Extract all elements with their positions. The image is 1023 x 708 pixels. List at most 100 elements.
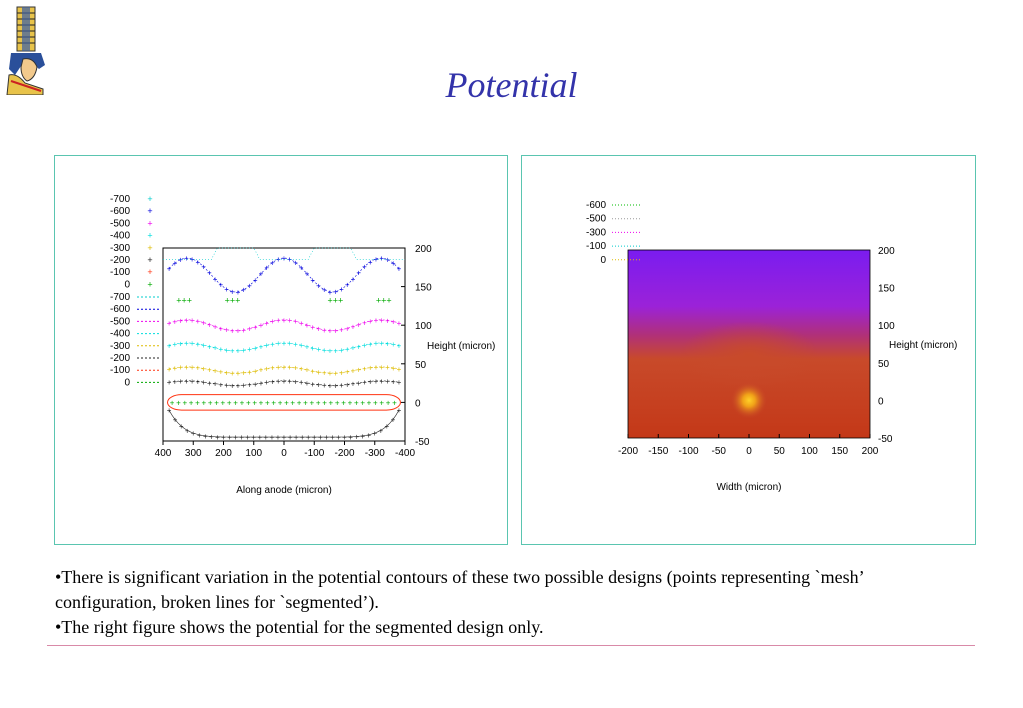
- mesh-point: +: [270, 317, 275, 326]
- mesh-point: +: [316, 325, 321, 334]
- mesh-point: +: [379, 377, 384, 386]
- mesh-point: +: [339, 285, 344, 294]
- mesh-point: +: [282, 433, 287, 442]
- mesh-point: +: [276, 316, 281, 325]
- mesh-point-0: +: [176, 398, 181, 407]
- mesh-point: +: [368, 377, 373, 386]
- mesh-point: +: [339, 369, 344, 378]
- contour-bottom: [168, 409, 400, 438]
- legend-label: 0: [600, 255, 606, 266]
- mesh-point: +: [197, 431, 202, 440]
- mesh-point: +: [351, 344, 356, 353]
- mesh-point: +: [374, 316, 379, 325]
- mesh-point: +: [299, 264, 304, 273]
- y-tick-label: 0: [415, 398, 421, 409]
- mesh-point: +: [167, 319, 172, 328]
- legend-mesh-label: -100: [110, 267, 130, 278]
- mesh-point: +: [333, 288, 338, 297]
- y-tick-label: 50: [878, 359, 890, 370]
- mesh-point: +: [178, 377, 183, 386]
- mesh-point: +: [339, 381, 344, 390]
- mesh-point-0: +: [170, 398, 175, 407]
- x-tick-label: -300: [365, 448, 385, 459]
- mesh-point: +: [236, 347, 241, 356]
- mesh-point: +: [316, 282, 321, 291]
- mesh-point: +: [328, 327, 333, 336]
- mesh-point: +: [328, 288, 333, 297]
- mesh-point: +: [288, 433, 293, 442]
- mesh-point: +: [312, 433, 317, 442]
- legend-mesh-label: -300: [110, 243, 130, 254]
- mesh-point: +: [348, 433, 353, 442]
- mesh-point: +: [356, 379, 361, 388]
- mesh-point: +: [282, 254, 287, 263]
- mesh-point: +: [333, 326, 338, 335]
- mesh-point: +: [385, 316, 390, 325]
- mesh-point: +: [333, 369, 338, 378]
- slide-title: Potential: [445, 65, 578, 105]
- heatmap-bump: [679, 321, 819, 390]
- mesh-point: +: [184, 339, 189, 348]
- mesh-point: +: [172, 259, 177, 268]
- mesh-point: +: [378, 426, 383, 435]
- legend-label: -100: [586, 241, 606, 252]
- mesh-point: +: [201, 378, 206, 387]
- x-tick-label: 0: [746, 446, 752, 457]
- x-tick-label: 150: [831, 446, 848, 457]
- mesh-point: +: [342, 433, 347, 442]
- mesh-point-0: +: [386, 398, 391, 407]
- electrode-marker: +++: [328, 295, 344, 305]
- legend-segmented-label: -500: [110, 316, 130, 327]
- mesh-point-0: +: [208, 398, 213, 407]
- mesh-point: +: [247, 381, 252, 390]
- mesh-point: +: [310, 323, 315, 332]
- mesh-point: +: [306, 433, 311, 442]
- mesh-point: +: [236, 369, 241, 378]
- mesh-point-0: +: [271, 398, 276, 407]
- mesh-point-0: +: [233, 398, 238, 407]
- mesh-point: +: [385, 339, 390, 348]
- mesh-point-0: +: [252, 398, 257, 407]
- mesh-point: +: [293, 259, 298, 268]
- mesh-point: +: [241, 346, 246, 355]
- mesh-point: +: [253, 276, 258, 285]
- mesh-point: +: [391, 377, 396, 386]
- mesh-point: +: [372, 429, 377, 438]
- mesh-point: +: [293, 340, 298, 349]
- mesh-point: +: [213, 344, 218, 353]
- mesh-point: +: [351, 380, 356, 389]
- legend-segmented-label: 0: [124, 377, 130, 388]
- mesh-point-0: +: [322, 398, 327, 407]
- mesh-point-0: +: [367, 398, 372, 407]
- y-tick-label: 150: [415, 283, 432, 294]
- mesh-point-0: +: [202, 398, 207, 407]
- mesh-point: +: [397, 378, 402, 387]
- mesh-point: +: [328, 347, 333, 356]
- mesh-point: +: [282, 363, 287, 372]
- mesh-point: +: [356, 320, 361, 329]
- legend-segmented-label: -600: [110, 304, 130, 315]
- mesh-point: +: [167, 365, 172, 374]
- mesh-point: +: [241, 381, 246, 390]
- mesh-point: +: [167, 378, 172, 387]
- bullet-2: •The right figure shows the potential fo…: [55, 617, 544, 637]
- mesh-point: +: [345, 368, 350, 377]
- mesh-point: +: [299, 378, 304, 387]
- mesh-point: +: [213, 380, 218, 389]
- mesh-point: +: [230, 288, 235, 297]
- segmented-contour-line: [168, 342, 399, 352]
- mesh-point-0: +: [354, 398, 359, 407]
- legend-mesh-label: -400: [110, 231, 130, 242]
- mesh-point: +: [230, 369, 235, 378]
- segmented-contour-line: [168, 257, 400, 293]
- mesh-point: +: [310, 344, 315, 353]
- mesh-point: +: [245, 433, 250, 442]
- mesh-point: +: [356, 269, 361, 278]
- mesh-point: +: [195, 377, 200, 386]
- x-tick-label: -200: [618, 446, 638, 457]
- y-tick-label: 150: [878, 284, 895, 295]
- mesh-point: +: [330, 433, 335, 442]
- mesh-point: +: [368, 340, 373, 349]
- mesh-point: +: [224, 381, 229, 390]
- mesh-point: +: [207, 342, 212, 351]
